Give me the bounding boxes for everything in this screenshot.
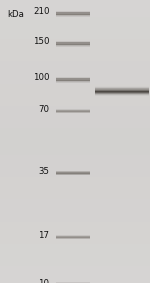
- Bar: [94, 93, 148, 94]
- Bar: [94, 91, 148, 92]
- Bar: [56, 80, 90, 82]
- Bar: [56, 41, 90, 42]
- Bar: [56, 81, 90, 82]
- Bar: [56, 11, 90, 12]
- Bar: [56, 13, 90, 14]
- Bar: [56, 16, 90, 17]
- Bar: [56, 172, 90, 173]
- Text: 150: 150: [33, 37, 50, 46]
- Bar: [56, 282, 90, 283]
- Bar: [56, 238, 90, 239]
- Bar: [56, 174, 90, 175]
- Bar: [94, 92, 148, 93]
- Bar: [56, 15, 90, 16]
- Bar: [94, 91, 148, 92]
- Bar: [56, 42, 90, 43]
- Bar: [56, 46, 90, 47]
- Bar: [56, 78, 90, 79]
- Bar: [94, 87, 148, 88]
- Bar: [56, 45, 90, 46]
- Bar: [56, 14, 90, 15]
- Bar: [56, 82, 90, 83]
- Bar: [56, 237, 90, 238]
- Bar: [94, 90, 148, 91]
- Bar: [94, 92, 148, 93]
- Bar: [56, 112, 90, 113]
- Bar: [56, 44, 90, 45]
- Bar: [56, 77, 90, 78]
- Bar: [56, 174, 90, 175]
- Bar: [56, 171, 90, 172]
- Bar: [56, 78, 90, 79]
- Text: 17: 17: [39, 231, 50, 240]
- Bar: [56, 235, 90, 236]
- Bar: [56, 44, 90, 45]
- Text: 210: 210: [33, 7, 50, 16]
- Bar: [94, 88, 148, 89]
- Bar: [56, 110, 90, 111]
- Bar: [56, 236, 90, 237]
- Bar: [94, 89, 148, 90]
- Bar: [94, 93, 148, 94]
- Bar: [56, 111, 90, 112]
- Bar: [56, 173, 90, 174]
- Text: 35: 35: [39, 167, 50, 176]
- Bar: [56, 172, 90, 173]
- Bar: [56, 43, 90, 44]
- Text: kDa: kDa: [8, 10, 24, 19]
- Bar: [56, 109, 90, 110]
- Bar: [56, 79, 90, 80]
- Bar: [56, 12, 90, 13]
- Bar: [94, 88, 148, 89]
- Bar: [94, 95, 148, 96]
- Bar: [94, 95, 148, 96]
- Text: 10: 10: [39, 278, 50, 283]
- Bar: [94, 94, 148, 95]
- Text: 100: 100: [33, 74, 50, 82]
- Bar: [94, 86, 148, 87]
- Text: 70: 70: [39, 105, 50, 114]
- Bar: [56, 80, 90, 81]
- Bar: [94, 94, 148, 95]
- Bar: [56, 14, 90, 15]
- Bar: [94, 89, 148, 90]
- Bar: [56, 235, 90, 236]
